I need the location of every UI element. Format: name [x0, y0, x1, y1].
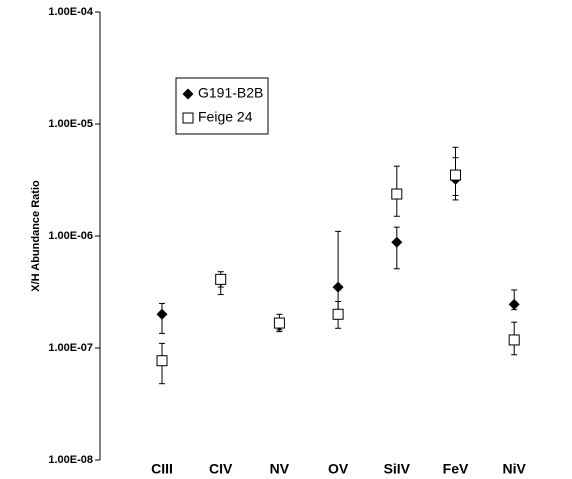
point: [450, 169, 461, 181]
point: [273, 317, 285, 329]
x-tick-label: SiIV: [384, 461, 411, 477]
x-tick-label: NV: [270, 461, 290, 477]
legend-label: Feige 24: [198, 109, 253, 125]
y-tick-label: 1.00E-06: [48, 230, 93, 242]
legend-label: G191-B2B: [198, 85, 263, 101]
point: [508, 298, 520, 310]
x-tick-label: OV: [328, 461, 349, 477]
y-tick-label: 1.00E-08: [48, 454, 93, 466]
x-tick-label: CIV: [209, 461, 233, 477]
point: [332, 308, 344, 320]
legend-marker: [182, 88, 194, 100]
y-tick-label: 1.00E-04: [48, 6, 94, 18]
x-tick-label: NiV: [503, 461, 527, 477]
y-axis-title: X/H Abundance Ratio: [30, 180, 42, 292]
point: [156, 308, 168, 320]
legend-box: [175, 77, 269, 135]
point: [391, 236, 403, 248]
x-tick-label: CIII: [151, 461, 173, 477]
y-tick-label: 1.00E-05: [48, 118, 93, 130]
point: [215, 273, 227, 285]
point: [332, 281, 344, 293]
point: [391, 188, 403, 200]
legend-marker: [182, 112, 194, 124]
y-tick-label: 1.00E-07: [48, 342, 93, 354]
point: [156, 355, 168, 367]
x-tick-label: FeV: [443, 461, 469, 477]
point: [508, 334, 520, 346]
